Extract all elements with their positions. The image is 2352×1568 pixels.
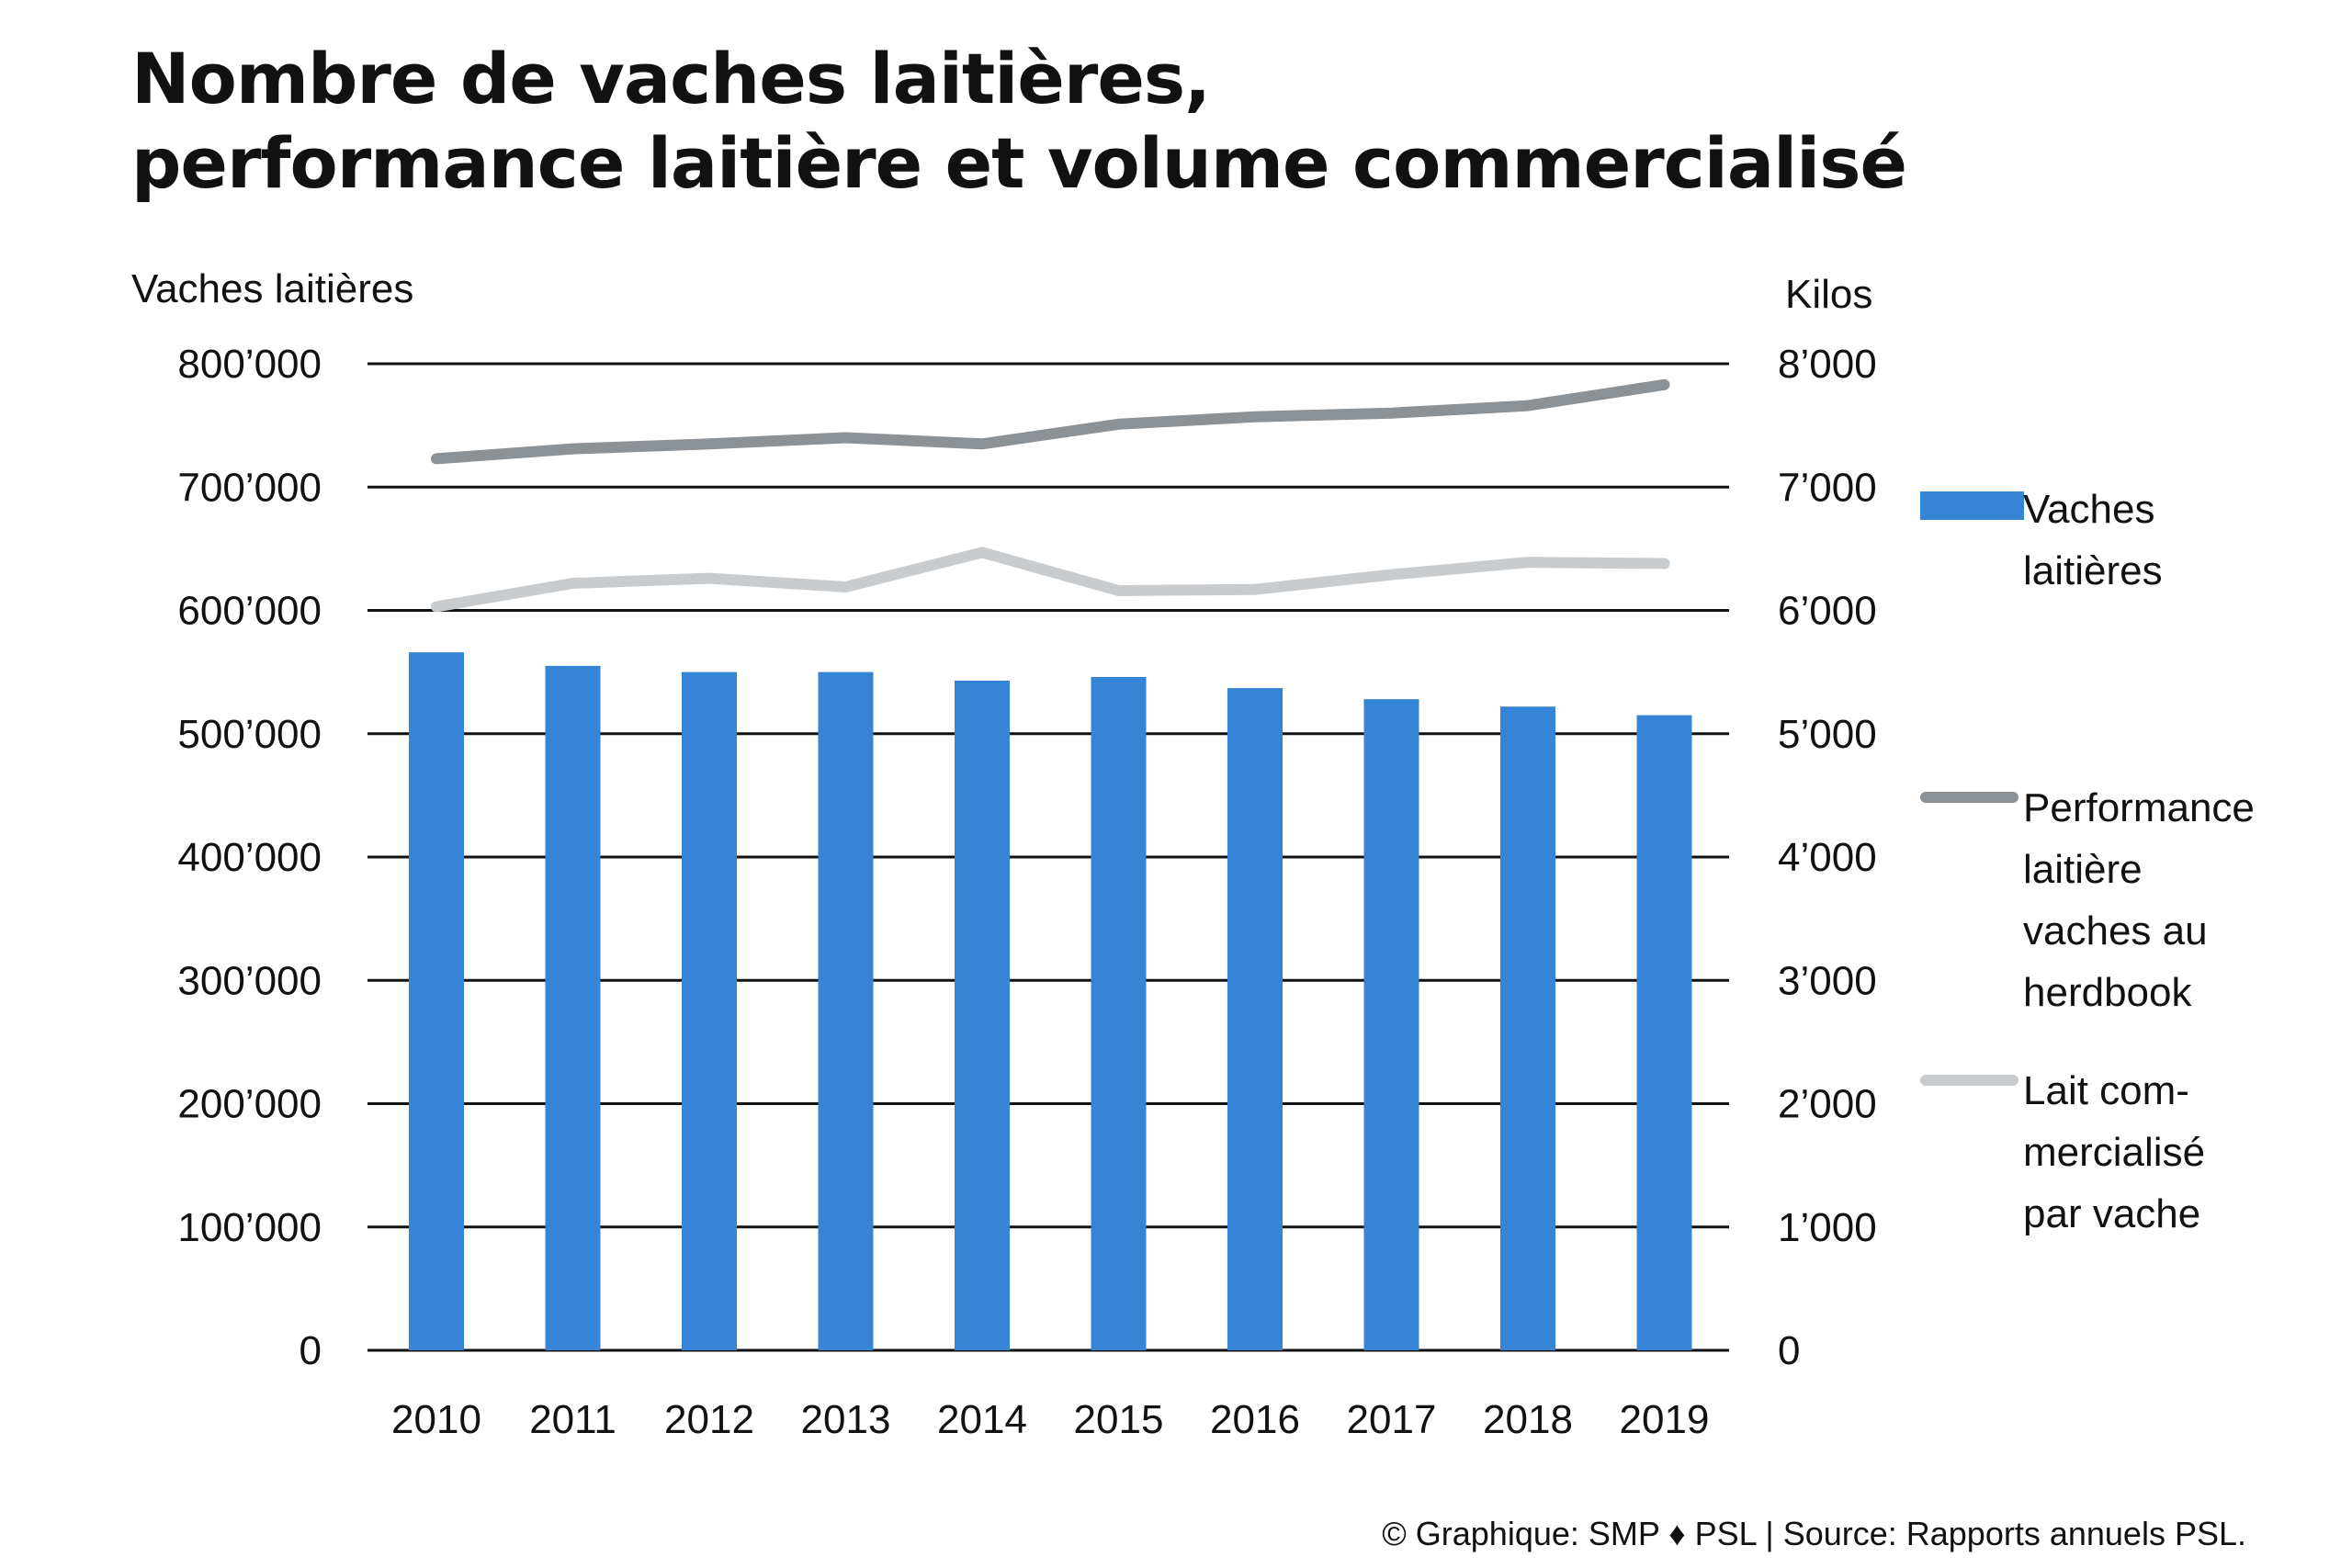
left-tick-label: 0 <box>300 1328 322 1373</box>
left-tick-label: 700’000 <box>177 465 322 510</box>
right-axis-title: Kilos <box>1785 272 1873 317</box>
right-tick-label: 2’000 <box>1778 1082 1877 1127</box>
bar-vaches-2011 <box>545 665 601 1350</box>
x-tick-label: 2018 <box>1483 1397 1573 1442</box>
left-tick-label: 800’000 <box>177 342 322 387</box>
bar-vaches-2016 <box>1227 688 1283 1350</box>
right-tick-label: 5’000 <box>1778 712 1877 757</box>
right-axis-ticks: 0 1’000 2’000 3’000 4’000 5’000 6’000 7’000 8’00… <box>1778 342 1877 1373</box>
left-tick-label: 300’000 <box>177 958 322 1003</box>
legend-label-performance: Performance laitière vaches au herdbook <box>2023 785 2255 1015</box>
x-tick-label: 2014 <box>937 1397 1027 1442</box>
x-tick-label: 2017 <box>1347 1397 1437 1442</box>
legend-swatch-bar <box>1920 491 2024 520</box>
left-axis-title: Vaches laitières <box>131 266 414 311</box>
line-lait-commercialise <box>431 547 1670 613</box>
left-tick-label: 600’000 <box>177 589 322 634</box>
legend-swatch-line-dark <box>1920 792 2018 803</box>
source-credit: © Graphique: SMP ♦ PSL | Source: Rapport… <box>1382 1515 2246 1552</box>
chart-title: Nombre de vaches laitières, performance … <box>131 37 1907 206</box>
right-tick-label: 7’000 <box>1778 465 1877 510</box>
x-tick-label: 2016 <box>1210 1397 1300 1442</box>
legend-swatch-line-light <box>1920 1075 2018 1086</box>
right-tick-label: 1’000 <box>1778 1205 1877 1250</box>
bar-vaches-2018 <box>1500 706 1555 1350</box>
chart-title-line-1: Nombre de vaches laitières, <box>131 38 1211 119</box>
bar-vaches-2013 <box>818 671 874 1350</box>
x-tick-label: 2012 <box>664 1397 754 1442</box>
bar-series-vaches <box>409 652 1692 1350</box>
bar-vaches-2014 <box>955 681 1010 1350</box>
left-tick-label: 500’000 <box>177 712 322 757</box>
right-tick-label: 3’000 <box>1778 958 1877 1003</box>
bar-vaches-2017 <box>1363 699 1419 1350</box>
left-tick-label: 200’000 <box>177 1082 322 1127</box>
left-tick-label: 100’000 <box>177 1205 322 1250</box>
x-axis-ticks: 2010 2011 2012 2013 2014 2015 2016 2017 2018 2019 <box>391 1397 1709 1442</box>
right-tick-label: 8’000 <box>1778 342 1877 387</box>
bar-vaches-2012 <box>682 671 737 1350</box>
legend-label-vaches: Vaches laitières <box>2023 487 2163 593</box>
bar-vaches-2015 <box>1091 676 1147 1350</box>
left-axis-ticks: 0 100’000 200’000 300’000 400’000 500’000 600’… <box>177 342 322 1373</box>
chart-title-line-2: performance laitière et volume commercia… <box>131 122 1907 204</box>
line-performance-laitiere <box>431 378 1670 465</box>
x-tick-label: 2010 <box>391 1397 481 1442</box>
right-tick-label: 6’000 <box>1778 589 1877 634</box>
legend-label-lait: Lait com- mercialisé par vache <box>2023 1068 2206 1236</box>
right-tick-label: 0 <box>1778 1328 1800 1373</box>
x-tick-label: 2013 <box>801 1397 891 1442</box>
x-tick-label: 2019 <box>1620 1397 1710 1442</box>
left-tick-label: 400’000 <box>177 835 322 880</box>
bar-vaches-2019 <box>1636 715 1692 1350</box>
line-series <box>431 378 1670 613</box>
bar-vaches-2010 <box>409 652 464 1350</box>
x-tick-label: 2011 <box>529 1397 616 1442</box>
right-tick-label: 4’000 <box>1778 835 1877 880</box>
x-tick-label: 2015 <box>1074 1397 1164 1442</box>
